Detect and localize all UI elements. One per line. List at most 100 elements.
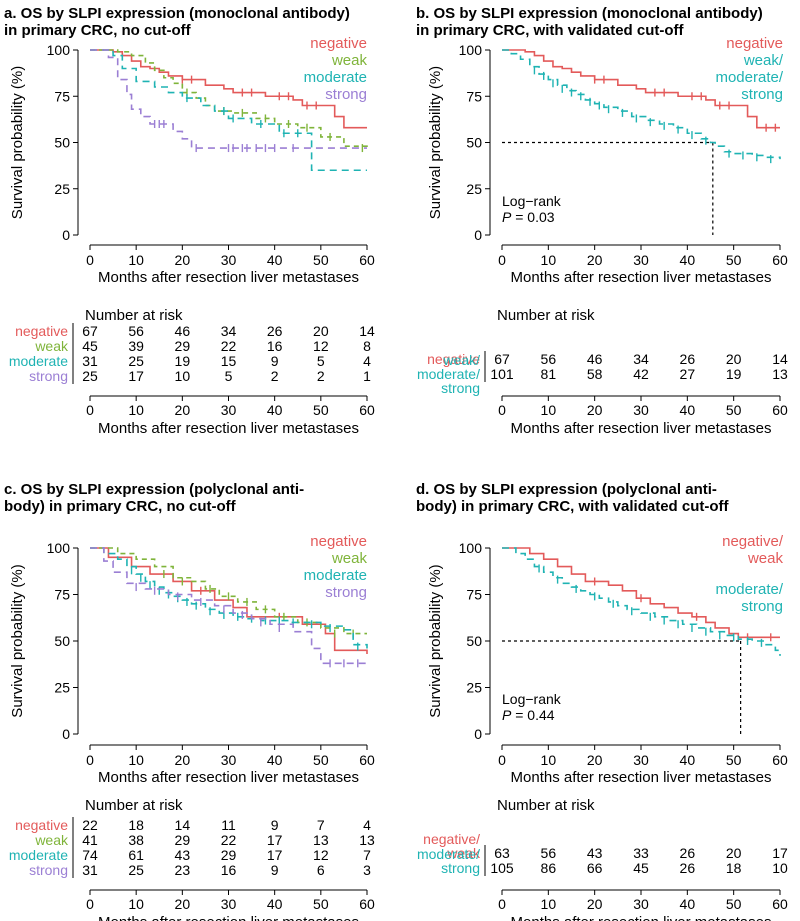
risk-x-tick-label: 0 bbox=[498, 896, 506, 912]
risk-value: 86 bbox=[541, 860, 557, 876]
risk-table-header: Number at risk bbox=[497, 307, 595, 324]
risk-row-label: strong bbox=[29, 368, 68, 384]
legend-entry: negative bbox=[726, 35, 783, 52]
chart-title-line: body) in primary CRC, no cut-off bbox=[4, 498, 237, 515]
x-tick-label: 30 bbox=[221, 752, 237, 768]
survival-curve-weak-moderate-strong bbox=[502, 49, 781, 160]
survival-curve-negative bbox=[90, 547, 368, 655]
risk-x-tick-label: 10 bbox=[541, 402, 557, 418]
y-tick-label: 100 bbox=[47, 540, 71, 556]
risk-value: 81 bbox=[541, 366, 557, 382]
risk-row-label: weak bbox=[34, 338, 69, 354]
risk-value: 34 bbox=[221, 323, 237, 339]
x-tick-label: 50 bbox=[313, 752, 329, 768]
risk-value: 27 bbox=[680, 366, 696, 382]
chart-title-line: in primary CRC, no cut-off bbox=[4, 22, 192, 39]
x-tick-label: 30 bbox=[221, 252, 237, 268]
risk-value: 3 bbox=[363, 862, 371, 878]
risk-value: 67 bbox=[82, 323, 98, 339]
x-tick-label: 40 bbox=[267, 752, 283, 768]
risk-x-tick-label: 20 bbox=[175, 896, 191, 912]
risk-value: 18 bbox=[726, 860, 742, 876]
risk-value: 16 bbox=[221, 862, 237, 878]
survival-curve-weak bbox=[90, 49, 368, 149]
risk-x-tick-label: 60 bbox=[359, 896, 375, 912]
risk-value: 17 bbox=[267, 832, 283, 848]
x-tick-label: 10 bbox=[541, 252, 557, 268]
y-axis-label: Survival probability (%) bbox=[427, 564, 444, 717]
risk-x-tick-label: 40 bbox=[267, 402, 283, 418]
risk-row-label: weak bbox=[446, 845, 481, 861]
x-tick-label: 60 bbox=[772, 252, 788, 268]
p-symbol: P bbox=[502, 707, 512, 723]
risk-value: 56 bbox=[541, 351, 557, 367]
x-tick-label: 50 bbox=[726, 752, 742, 768]
risk-value: 19 bbox=[175, 353, 191, 369]
risk-value: 20 bbox=[726, 845, 742, 861]
risk-x-tick-label: 20 bbox=[587, 896, 603, 912]
legend-entry: negative/ bbox=[722, 533, 784, 550]
legend-entry: moderate/ bbox=[715, 69, 783, 86]
y-axis-label: Survival probability (%) bbox=[427, 66, 444, 219]
risk-value: 63 bbox=[494, 845, 510, 861]
risk-value: 42 bbox=[633, 366, 649, 382]
risk-x-tick-label: 40 bbox=[267, 896, 283, 912]
risk-table-header: Number at risk bbox=[497, 797, 595, 814]
y-tick-label: 100 bbox=[47, 42, 71, 58]
legend-entry: negative bbox=[310, 533, 367, 550]
risk-value: 45 bbox=[82, 338, 98, 354]
risk-value: 101 bbox=[490, 366, 514, 382]
risk-value: 26 bbox=[267, 323, 283, 339]
risk-value: 16 bbox=[267, 338, 283, 354]
risk-value: 61 bbox=[128, 847, 144, 863]
risk-value: 18 bbox=[128, 817, 144, 833]
risk-value: 13 bbox=[772, 366, 788, 382]
logrank-p-value: P = 0.44 bbox=[502, 707, 555, 723]
risk-value: 9 bbox=[271, 353, 279, 369]
risk-value: 26 bbox=[680, 351, 696, 367]
risk-value: 12 bbox=[313, 338, 329, 354]
chart-title-line: d. OS by SLPI expression (polyclonal ant… bbox=[416, 481, 717, 498]
risk-value: 7 bbox=[363, 847, 371, 863]
legend-entry: weak bbox=[331, 52, 368, 69]
y-axis-label: Survival probability (%) bbox=[9, 564, 26, 717]
risk-value: 31 bbox=[82, 862, 98, 878]
y-tick-label: 50 bbox=[466, 633, 482, 649]
y-tick-label: 0 bbox=[474, 227, 482, 243]
y-tick-label: 75 bbox=[54, 587, 70, 603]
x-tick-label: 0 bbox=[498, 752, 506, 768]
risk-value: 17 bbox=[772, 845, 788, 861]
risk-value: 20 bbox=[313, 323, 329, 339]
risk-value: 14 bbox=[772, 351, 788, 367]
risk-value: 26 bbox=[680, 845, 696, 861]
y-tick-label: 50 bbox=[54, 633, 70, 649]
risk-value: 25 bbox=[128, 862, 144, 878]
y-tick-label: 0 bbox=[474, 726, 482, 742]
risk-value: 6 bbox=[317, 862, 325, 878]
risk-x-tick-label: 30 bbox=[633, 402, 649, 418]
legend-entry: weak bbox=[331, 550, 368, 567]
risk-value: 17 bbox=[267, 847, 283, 863]
risk-value: 5 bbox=[225, 368, 233, 384]
risk-value: 31 bbox=[82, 353, 98, 369]
risk-value: 45 bbox=[633, 860, 649, 876]
survival-curve-strong bbox=[90, 49, 367, 149]
x-tick-label: 60 bbox=[359, 252, 375, 268]
survival-curve-weak bbox=[90, 547, 367, 635]
risk-x-tick-label: 10 bbox=[128, 402, 144, 418]
risk-x-tick-label: 0 bbox=[86, 402, 94, 418]
y-tick-label: 0 bbox=[62, 726, 70, 742]
x-tick-label: 40 bbox=[267, 252, 283, 268]
risk-x-tick-label: 30 bbox=[221, 402, 237, 418]
chart-title-line: a. OS by SLPI expression (monoclonal ant… bbox=[4, 5, 350, 22]
risk-value: 38 bbox=[128, 832, 144, 848]
risk-value: 39 bbox=[128, 338, 144, 354]
risk-x-tick-label: 20 bbox=[587, 402, 603, 418]
x-tick-label: 50 bbox=[726, 252, 742, 268]
risk-value: 43 bbox=[175, 847, 191, 863]
x-tick-label: 10 bbox=[128, 752, 144, 768]
risk-value: 33 bbox=[633, 845, 649, 861]
x-tick-label: 20 bbox=[587, 752, 603, 768]
risk-value: 2 bbox=[271, 368, 279, 384]
x-tick-label: 10 bbox=[128, 252, 144, 268]
